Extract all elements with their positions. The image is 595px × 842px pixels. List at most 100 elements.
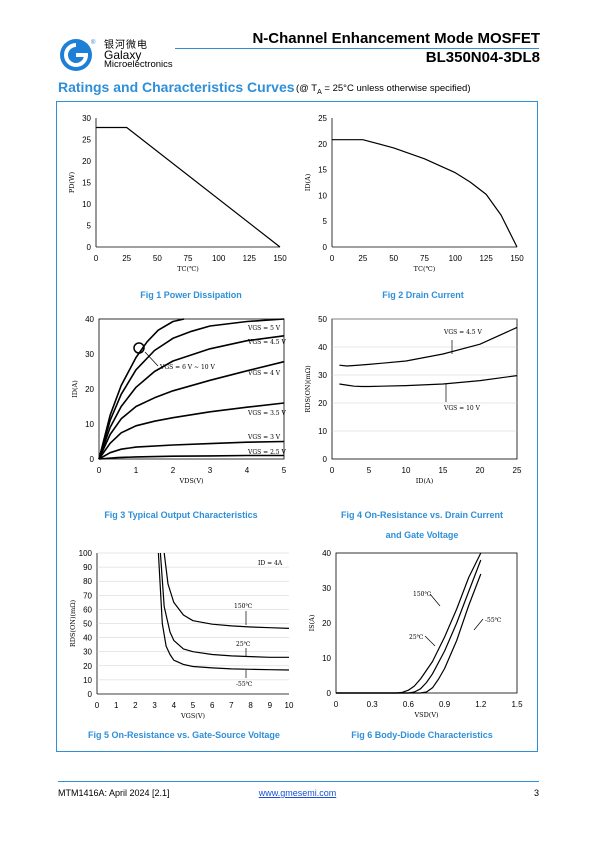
fig5-series-150 xyxy=(163,552,290,629)
fig3-series-vgs-2-5-v xyxy=(98,454,284,460)
fig3-series-vgs-4-5-v xyxy=(98,335,285,460)
fig5-x-tick-label: 0 xyxy=(95,701,100,710)
fig6-series-55 xyxy=(336,573,482,694)
fig1-x-axis-label: TC(℃) xyxy=(177,265,199,273)
fig2-y-axis-label: ID(A) xyxy=(304,173,312,191)
fig4-caption-line2: and Gate Voltage xyxy=(385,530,459,540)
fig3-annotation: VGS = 2.5 V xyxy=(247,449,287,456)
fig3-annotation: VGS = 4 V xyxy=(247,370,281,377)
fig4-y-tick-label: 40 xyxy=(318,343,327,352)
fig6-series-150 xyxy=(336,552,482,694)
part-number: BL350N04-3DL8 xyxy=(425,49,540,66)
fig6-y-tick-label: 10 xyxy=(322,654,331,663)
fig1-y-tick-label: 30 xyxy=(82,114,91,123)
fig2-y-tick-label: 5 xyxy=(323,217,328,226)
fig4-x-tick-label: 0 xyxy=(330,466,335,475)
fig6-annotation-leader xyxy=(429,593,441,607)
fig3-series-vgs-6-v-10-v xyxy=(98,318,185,460)
fig1-y-tick-label: 25 xyxy=(82,136,91,145)
footer-website-link[interactable]: www.gmesemi.com xyxy=(258,788,337,798)
fig1-y-tick-label: 5 xyxy=(87,222,92,231)
fig3-series-vgs-4-v xyxy=(98,360,285,460)
fig5-y-tick-label: 60 xyxy=(83,605,92,614)
brand-chinese-name: 银河微电 xyxy=(104,40,148,51)
fig1-y-tick-label: 20 xyxy=(82,157,91,166)
fig2-x-tick-label: 0 xyxy=(330,254,335,263)
fig3-x-tick-label: 5 xyxy=(282,466,287,475)
fig4-y-tick-label: 10 xyxy=(318,427,327,436)
fig5-y-axis-label: RDS(ON)(mΩ) xyxy=(69,599,77,647)
fig4-x-tick-label: 5 xyxy=(367,466,372,475)
fig5-x-tick-label: 8 xyxy=(248,701,253,710)
fig4-y-axis-label: RDS(ON)(mΩ) xyxy=(304,365,312,413)
fig3-y-tick-label: 0 xyxy=(90,455,95,464)
fig5-y-tick-label: 40 xyxy=(83,634,92,643)
svg-text:®: ® xyxy=(91,39,96,46)
fig5-y-tick-label: 100 xyxy=(79,549,93,558)
fig4-caption-line1: Fig 4 On-Resistance vs. Drain Current xyxy=(340,510,504,520)
fig6-y-tick-label: 40 xyxy=(322,549,331,558)
fig5-x-tick-label: 5 xyxy=(191,701,196,710)
footer-document-code: MTM1416A: April 2024 [2.1] xyxy=(58,788,170,798)
fig6-x-tick-label: 0 xyxy=(334,700,339,709)
fig4-y-tick-label: 30 xyxy=(318,371,327,380)
fig6-caption: Fig 6 Body-Diode Characteristics xyxy=(351,730,493,740)
fig6-x-tick-label: 1.2 xyxy=(475,700,487,709)
fig4-series-vgs-10-v xyxy=(339,375,518,388)
fig3-annotation: VGS = 5 V xyxy=(247,325,281,332)
section-condition: (@ TA = 25°C unless otherwise specified) xyxy=(296,83,471,96)
fig6-plot-frame xyxy=(335,552,518,694)
fig4-x-tick-label: 20 xyxy=(476,466,485,475)
fig4-y-tick-label: 20 xyxy=(318,399,327,408)
galaxy-logo-icon: ® xyxy=(60,39,96,71)
fig6-y-tick-label: 20 xyxy=(322,619,331,628)
fig1-x-tick-label: 50 xyxy=(153,254,162,263)
fig2-x-axis-label: TC(℃) xyxy=(414,265,436,273)
fig2-x-tick-label: 100 xyxy=(449,254,463,263)
fig6-annotation: 25℃ xyxy=(409,634,424,641)
fig3-annotation: VGS = 3 V xyxy=(247,434,281,441)
fig2-x-tick-label: 25 xyxy=(358,254,367,263)
fig6-y-tick-label: 30 xyxy=(322,584,331,593)
fig5-series-55 xyxy=(157,552,290,671)
fig3-y-tick-label: 30 xyxy=(85,350,94,359)
fig3-annotation: VGS = 4.5 V xyxy=(247,339,287,346)
section-title: Ratings and Characteristics Curves xyxy=(58,79,295,95)
fig6-x-tick-label: 0.6 xyxy=(403,700,415,709)
footer-divider xyxy=(58,781,539,782)
fig6-x-tick-label: 0.3 xyxy=(367,700,379,709)
fig2-y-tick-label: 10 xyxy=(318,191,327,200)
fig3-x-tick-label: 1 xyxy=(134,466,139,475)
fig4-y-tick-label: 0 xyxy=(323,455,328,464)
charts-frame xyxy=(56,101,538,752)
fig5-x-tick-label: 10 xyxy=(285,701,294,710)
fig4-x-tick-label: 10 xyxy=(402,466,411,475)
fig3-series-vgs-5-v xyxy=(98,318,285,460)
fig5-x-tick-label: 6 xyxy=(210,701,215,710)
fig2-y-tick-label: 0 xyxy=(323,243,328,252)
fig5-y-tick-label: 10 xyxy=(83,676,92,685)
fig5-annotation: ID = 4A xyxy=(258,560,283,567)
fig1-x-tick-label: 25 xyxy=(122,254,131,263)
fig2-series-series-0 xyxy=(332,139,518,248)
fig6-x-axis-label: VSD(V) xyxy=(413,711,439,719)
fig1-y-tick-label: 10 xyxy=(82,200,91,209)
document-title: N-Channel Enhancement Mode MOSFET xyxy=(252,30,540,47)
fig1-caption: Fig 1 Power Dissipation xyxy=(140,290,242,300)
fig3-y-axis-label: ID(A) xyxy=(71,380,79,398)
fig3-series-vgs-3-5-v xyxy=(98,402,285,460)
fig5-y-tick-label: 90 xyxy=(83,563,92,572)
fig3-x-tick-label: 2 xyxy=(171,466,176,475)
fig6-annotation-leader xyxy=(473,618,484,631)
fig5-annotation: 25℃ xyxy=(236,641,251,648)
fig4-annotation: VGS = 4.5 V xyxy=(443,329,483,336)
fig3-y-tick-label: 40 xyxy=(85,315,94,324)
fig4-x-tick-label: 15 xyxy=(439,466,448,475)
fig3-annotation: VGS = 3.5 V xyxy=(247,410,287,417)
fig1-x-tick-label: 0 xyxy=(94,254,99,263)
fig5-y-tick-label: 20 xyxy=(83,662,92,671)
fig3-y-tick-label: 10 xyxy=(85,420,94,429)
fig1-y-tick-label: 0 xyxy=(87,243,92,252)
fig4-annotation: VGS = 10 V xyxy=(443,405,481,412)
fig3-annotation: VGS = 6 V ~ 10 V xyxy=(159,364,216,371)
